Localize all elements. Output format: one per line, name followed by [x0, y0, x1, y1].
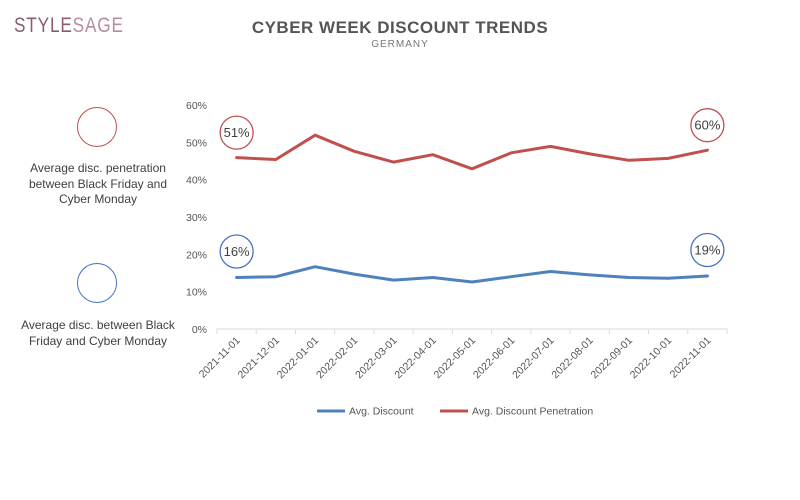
annotation-circle [690, 232, 725, 268]
y-tick-label: 50% [186, 137, 207, 149]
discount-legend-circle-icon [77, 263, 117, 303]
discount-legend-note: Average disc. between Black Friday and C… [21, 318, 175, 348]
y-tick-label: 20% [186, 249, 207, 261]
penetration-legend-note: Average disc. penetration between Black … [28, 161, 168, 206]
legend-discount-label: Avg. Discount [349, 406, 414, 418]
y-tick-label: 30% [186, 212, 207, 224]
avg-discount-penetration-line [235, 133, 709, 171]
chart-title: CYBER WEEK DISCOUNT TRENDS [251, 18, 549, 37]
annotation-circle [219, 234, 254, 269]
annotation-label: 60% [694, 118, 720, 133]
annotation-circle [690, 108, 725, 143]
avg-discount-line [235, 265, 709, 284]
stylesage-logo: STYLESAGE [14, 14, 124, 38]
y-tick-label: 10% [186, 287, 207, 299]
logo-part-2: SAGE [72, 14, 124, 37]
legend-penetration-label: Avg. Discount Penetration [472, 406, 593, 418]
logo-part-1: STYLE [14, 14, 73, 37]
annotation-label: 19% [694, 242, 720, 257]
chart-subtitle: GERMANY [371, 39, 429, 50]
x-tick-label: 2022-10-01 [628, 335, 675, 382]
annotation-label: 16% [224, 244, 250, 259]
x-tick-label: 2022-11-01 [668, 335, 714, 381]
annotation-circle [219, 115, 254, 150]
y-tick-label: 0% [192, 324, 207, 336]
annotation-label: 51% [224, 125, 250, 140]
y-tick-label: 60% [186, 100, 207, 112]
y-tick-label: 40% [186, 175, 207, 187]
penetration-legend-circle-icon [77, 107, 117, 147]
